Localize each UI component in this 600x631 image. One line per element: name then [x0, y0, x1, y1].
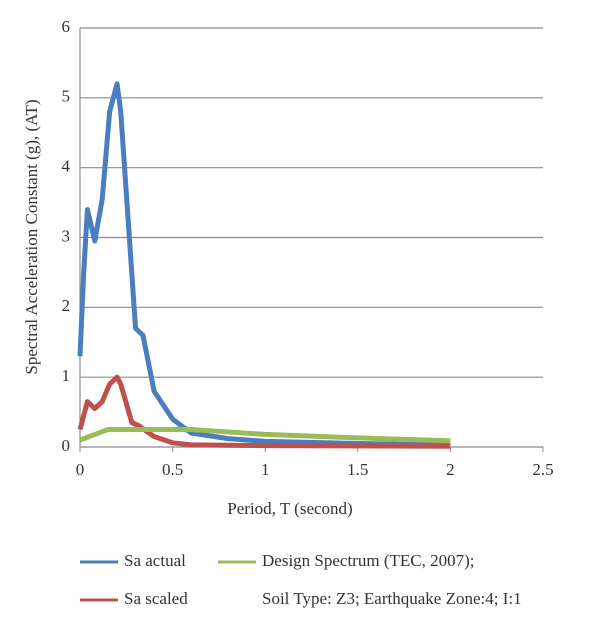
line-series: [77, 374, 451, 449]
line-series: [79, 427, 451, 444]
y-tick-label: 5: [62, 87, 71, 106]
legend-label: Sa actual: [124, 551, 186, 570]
x-tick-label: 2.5: [532, 460, 553, 479]
x-tick-label: 1.5: [347, 460, 368, 479]
y-tick-label: 2: [62, 296, 71, 315]
line-series: [77, 81, 451, 448]
y-tick-label: 0: [62, 436, 71, 455]
legend-label: Design Spectrum (TEC, 2007);: [262, 551, 474, 570]
y-axis-label: Spectral Acceleration Constant (g), (AT): [22, 99, 41, 374]
y-tick-label: 6: [62, 17, 71, 36]
x-tick-label: 2: [446, 460, 455, 479]
x-tick-label: 1: [261, 460, 270, 479]
legend-label: Sa scaled: [124, 589, 188, 608]
x-tick-label: 0.5: [162, 460, 183, 479]
y-tick-label: 4: [62, 157, 71, 176]
legend-note: Soil Type: Z3; Earthquake Zone:4; I:1: [262, 589, 522, 608]
x-tick-label: 0: [76, 460, 85, 479]
y-tick-label: 3: [62, 226, 71, 245]
x-axis-label: Period, T (second): [227, 499, 352, 518]
y-tick-label: 1: [62, 366, 71, 385]
